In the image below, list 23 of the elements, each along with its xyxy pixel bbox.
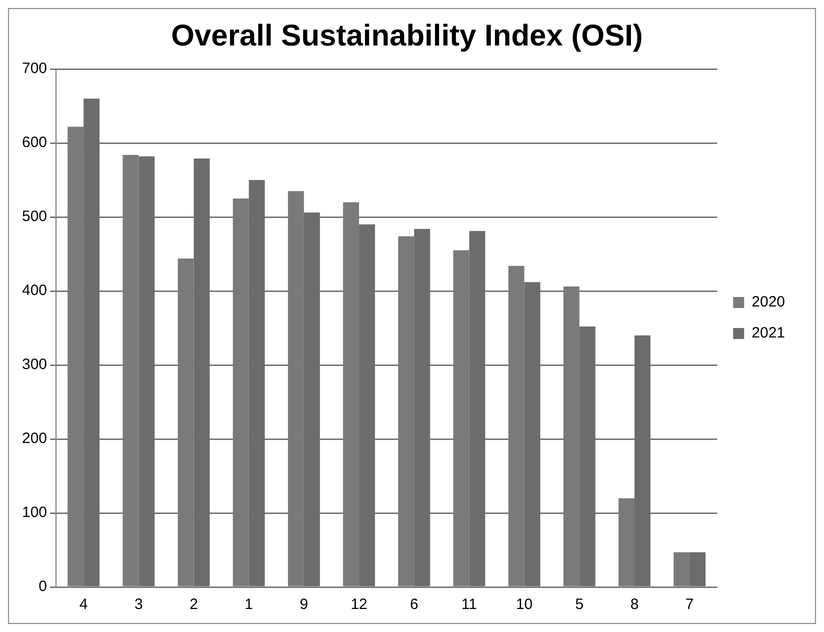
y-tick-label: 700 <box>22 60 48 78</box>
y-tick-label: 200 <box>22 430 48 448</box>
x-tick-label: 8 <box>630 596 639 614</box>
y-tick-label: 300 <box>22 356 48 374</box>
x-tick-label: 3 <box>134 596 143 614</box>
x-tick-label: 1 <box>244 596 254 614</box>
y-tick-label: 600 <box>22 134 48 152</box>
x-tick-label: 5 <box>575 596 584 614</box>
x-tick-label: 6 <box>410 596 418 614</box>
x-tick-label: 11 <box>461 596 478 614</box>
x-tick-label: 12 <box>350 596 368 614</box>
x-tick-label: 10 <box>516 596 533 614</box>
x-tick-label: 4 <box>79 596 88 614</box>
x-tick-label: 7 <box>685 596 694 614</box>
y-tick-label: 0 <box>38 578 48 596</box>
y-tick-label: 400 <box>22 282 48 300</box>
chart-title: Overall Sustainability Index (OSI) <box>171 19 643 52</box>
x-tick-label: 2 <box>190 596 198 614</box>
y-tick-label: 100 <box>22 504 48 522</box>
x-tick-label: 9 <box>300 596 308 614</box>
legend-label: 2020 <box>752 294 786 311</box>
legend-label: 2021 <box>752 324 786 342</box>
y-tick-label: 500 <box>22 208 48 226</box>
